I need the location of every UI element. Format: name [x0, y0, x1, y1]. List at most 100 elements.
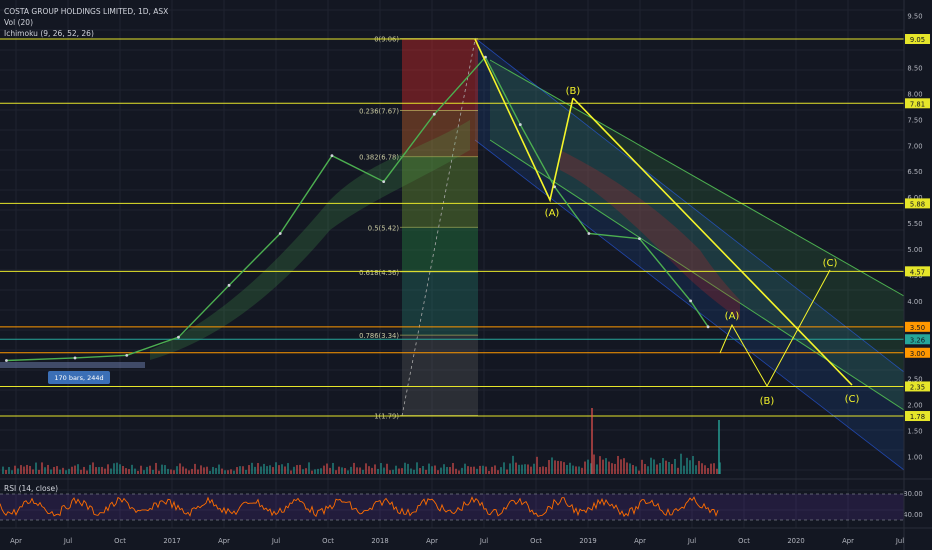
volume-bar	[446, 466, 448, 474]
volume-bar	[26, 464, 28, 474]
volume-bar	[155, 462, 157, 474]
volume-bar	[689, 460, 691, 474]
volume-bar	[311, 470, 313, 474]
volume-bar	[176, 466, 178, 474]
fib-level-label: 0.786(3.34)	[359, 332, 399, 340]
y-axis-tick-label: 6.50	[907, 168, 922, 176]
volume-bar	[38, 469, 40, 474]
price-point	[518, 123, 522, 126]
volume-bar	[443, 464, 445, 474]
volume-bar	[77, 464, 79, 474]
bars-range-badge	[48, 371, 110, 384]
channel-outer-bottom	[474, 139, 905, 471]
volume-bar	[260, 466, 262, 474]
volume-bar	[41, 462, 43, 474]
price-point	[5, 359, 8, 362]
price-label-text: 3.26	[910, 336, 925, 344]
volume-bar	[608, 461, 610, 474]
volume-bar	[629, 463, 631, 474]
volume-bar	[290, 470, 292, 474]
y-axis-tick-label: 6.00	[907, 194, 922, 202]
price-label-text: 3.00	[910, 350, 925, 358]
volume-bar	[710, 463, 712, 474]
volume-bar	[185, 468, 187, 474]
volume-bar	[5, 469, 7, 474]
volume-bar	[458, 470, 460, 474]
volume-bar	[374, 464, 376, 474]
rsi-line	[0, 496, 719, 518]
volume-bar	[521, 464, 523, 474]
volume-bar	[248, 465, 250, 474]
volume-bar	[65, 470, 67, 474]
volume-bar	[410, 468, 412, 474]
y-axis-tick-label: 7.00	[907, 142, 922, 150]
volume-bar	[146, 466, 148, 474]
volume-bar	[386, 463, 388, 474]
volume-bar	[125, 468, 127, 474]
volume-bar	[392, 469, 394, 474]
wave-label: (C)	[823, 258, 838, 269]
volume-bar	[437, 470, 439, 474]
price-label-badge	[905, 347, 930, 358]
price-point	[177, 335, 180, 339]
volume-bar	[695, 465, 697, 474]
volume-bar	[332, 462, 334, 474]
volume-bar	[131, 464, 133, 474]
volume-bar	[638, 470, 640, 474]
volume-bar	[506, 469, 508, 474]
wave-label: (A)	[725, 311, 740, 322]
price-label-badge	[905, 411, 930, 422]
x-axis-tick-label: 2018	[371, 537, 388, 545]
wave-ab-path	[474, 38, 574, 203]
volume-bar	[338, 466, 340, 474]
volume-bar	[116, 462, 118, 474]
fib-zone	[402, 335, 478, 416]
volume-bar	[368, 466, 370, 474]
x-axis-tick-label: Jul	[895, 537, 904, 545]
volume-bar	[170, 469, 172, 474]
y-axis-tick-label: 1.00	[907, 453, 922, 461]
volume-bar	[74, 465, 76, 474]
volume-bar	[542, 466, 544, 474]
fib-level-label: 0.618(4.56)	[359, 269, 399, 277]
volume-spike	[591, 408, 593, 474]
volume-bar	[668, 461, 670, 474]
volume-bar	[11, 470, 13, 474]
price-point	[382, 180, 386, 184]
x-axis-tick-label: Jul	[63, 537, 72, 545]
price-label-badge	[905, 334, 930, 345]
volume-spike	[718, 420, 720, 474]
x-axis-tick-label: Oct	[738, 537, 750, 545]
volume-bar	[8, 467, 10, 474]
volume-bar	[701, 463, 703, 474]
volume-bar	[548, 460, 550, 474]
volume-bar	[536, 456, 538, 474]
volume-bar	[557, 460, 559, 474]
volume-bar	[83, 466, 85, 474]
volume-bar	[683, 465, 685, 474]
volume-bar	[86, 470, 88, 474]
volume-bar	[35, 462, 37, 474]
price-label-text: 4.57	[910, 268, 925, 276]
volume-bar	[614, 463, 616, 474]
volume-bar	[551, 457, 553, 474]
volume-bar	[518, 464, 520, 474]
volume-bar	[527, 464, 529, 474]
y-axis-tick-label: 8.50	[907, 65, 922, 73]
volume-bar	[491, 466, 493, 474]
volume-bar	[179, 463, 181, 474]
y-axis-tick-label: 4.00	[907, 298, 922, 306]
volume-bar	[716, 468, 718, 474]
volume-bar	[452, 463, 454, 474]
wave-c-line	[572, 97, 853, 386]
volume-bar	[17, 468, 19, 474]
volume-bar	[572, 465, 574, 474]
fib-zone	[402, 156, 478, 228]
volume-bar	[398, 468, 400, 474]
volume-bar	[617, 455, 619, 474]
volume-bar	[47, 464, 49, 474]
volume-bar	[584, 461, 586, 474]
volume-bar	[509, 463, 511, 474]
ichimoku-cloud	[150, 120, 470, 360]
